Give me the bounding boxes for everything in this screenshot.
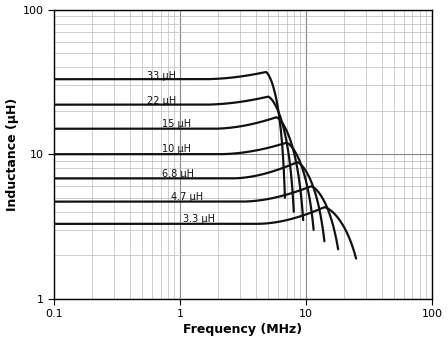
Text: 4.7 μH: 4.7 μH [171, 192, 203, 202]
Text: 10 μH: 10 μH [162, 144, 191, 154]
Y-axis label: Inductance (μH): Inductance (μH) [5, 97, 18, 211]
Text: 33 μH: 33 μH [147, 70, 177, 80]
Text: 3.3 μH: 3.3 μH [183, 214, 215, 224]
Text: 15 μH: 15 μH [162, 119, 191, 129]
Text: 22 μH: 22 μH [147, 95, 177, 106]
X-axis label: Frequency (MHz): Frequency (MHz) [184, 324, 302, 337]
Text: 6.8 μH: 6.8 μH [162, 169, 194, 179]
